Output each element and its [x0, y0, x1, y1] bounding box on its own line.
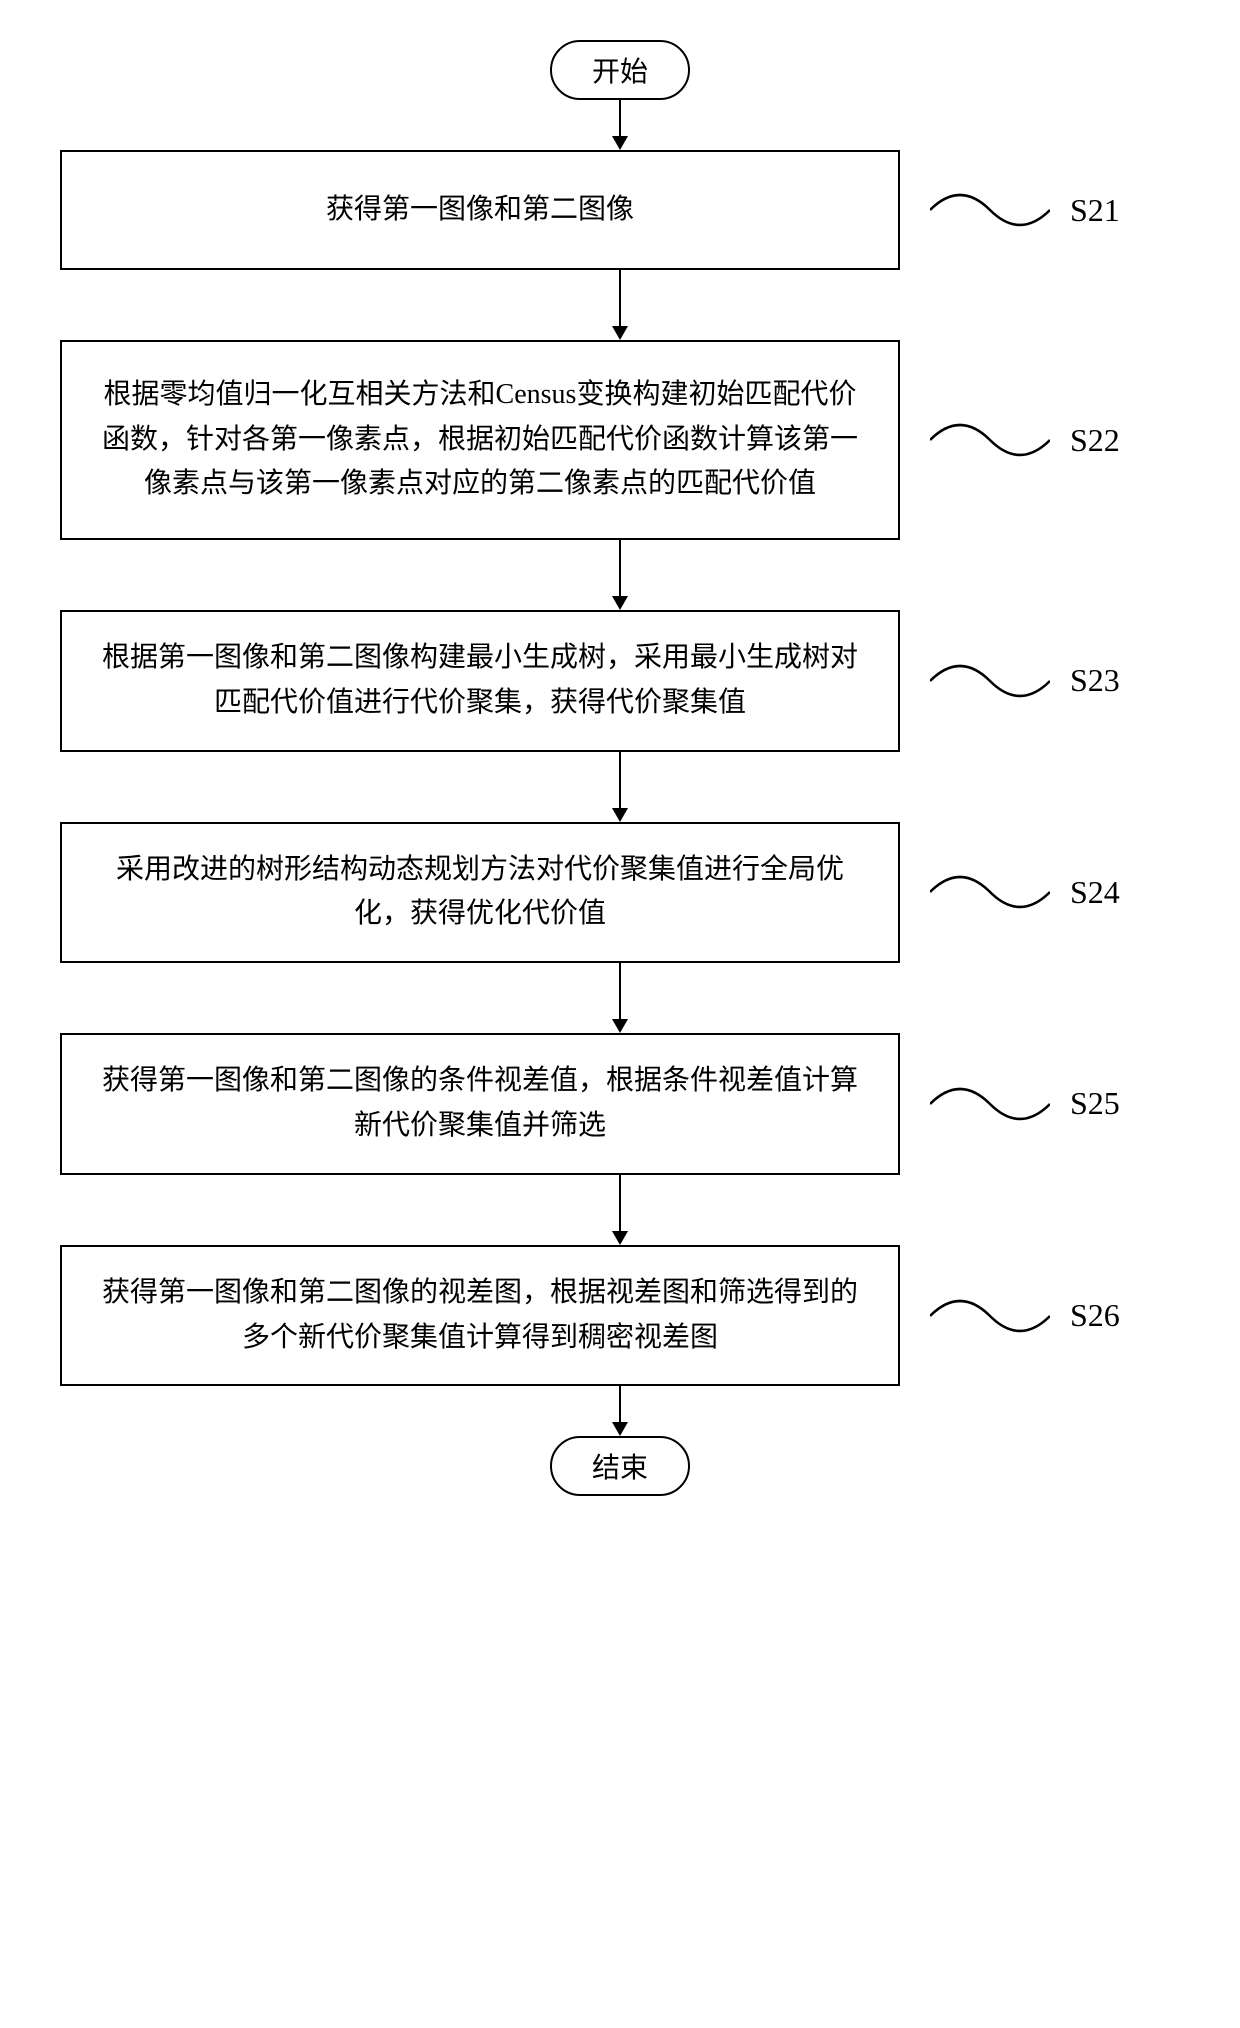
arrow [200, 270, 1040, 340]
label-group: S21 [930, 185, 1120, 235]
label-group: S26 [930, 1291, 1120, 1341]
arrow [200, 752, 1040, 822]
step-row: 获得第一图像和第二图像的条件视差值，根据条件视差值计算新代价聚集值并筛选 S25 [60, 1033, 1180, 1175]
arrow-down-icon [605, 1175, 635, 1245]
wave-connector-icon [930, 867, 1050, 917]
process-box-s23: 根据第一图像和第二图像构建最小生成树，采用最小生成树对匹配代价值进行代价聚集，获… [60, 610, 900, 752]
step-id-label: S23 [1070, 662, 1120, 699]
start-terminal: 开始 [550, 40, 690, 100]
flowchart-container: 开始 获得第一图像和第二图像 S21 根据零均值归一化互相关方法和Census变… [60, 40, 1180, 1496]
arrow-down-icon [605, 100, 635, 150]
arrow-down-icon [605, 1386, 635, 1436]
arrow [200, 100, 1040, 150]
process-box-s24: 采用改进的树形结构动态规划方法对代价聚集值进行全局优化，获得优化代价值 [60, 822, 900, 964]
arrow-down-icon [605, 540, 635, 610]
wave-connector-icon [930, 185, 1050, 235]
process-box-s21: 获得第一图像和第二图像 [60, 150, 900, 270]
label-group: S22 [930, 415, 1120, 465]
wave-connector-icon [930, 415, 1050, 465]
wave-connector-icon [930, 1079, 1050, 1129]
process-text: 根据零均值归一化互相关方法和Census变换构建初始匹配代价函数，针对各第一像素… [92, 373, 868, 507]
step-row: 采用改进的树形结构动态规划方法对代价聚集值进行全局优化，获得优化代价值 S24 [60, 822, 1180, 964]
step-id-label: S22 [1070, 422, 1120, 459]
arrow-down-icon [605, 963, 635, 1033]
arrow-down-icon [605, 752, 635, 822]
end-terminal: 结束 [550, 1436, 690, 1496]
step-id-label: S26 [1070, 1297, 1120, 1334]
process-text: 获得第一图像和第二图像 [326, 188, 634, 233]
process-text: 获得第一图像和第二图像的条件视差值，根据条件视差值计算新代价聚集值并筛选 [92, 1059, 868, 1149]
end-label: 结束 [592, 1453, 648, 1484]
arrow [200, 963, 1040, 1033]
process-box-s22: 根据零均值归一化互相关方法和Census变换构建初始匹配代价函数，针对各第一像素… [60, 340, 900, 540]
step-row: 根据第一图像和第二图像构建最小生成树，采用最小生成树对匹配代价值进行代价聚集，获… [60, 610, 1180, 752]
step-id-label: S25 [1070, 1085, 1120, 1122]
label-group: S23 [930, 656, 1120, 706]
arrow [200, 540, 1040, 610]
process-text: 采用改进的树形结构动态规划方法对代价聚集值进行全局优化，获得优化代价值 [92, 848, 868, 938]
wave-connector-icon [930, 1291, 1050, 1341]
step-row: 获得第一图像和第二图像的视差图，根据视差图和筛选得到的多个新代价聚集值计算得到稠… [60, 1245, 1180, 1387]
step-id-label: S21 [1070, 192, 1120, 229]
step-id-label: S24 [1070, 874, 1120, 911]
start-label: 开始 [592, 57, 648, 88]
wave-connector-icon [930, 656, 1050, 706]
arrow [200, 1175, 1040, 1245]
process-box-s26: 获得第一图像和第二图像的视差图，根据视差图和筛选得到的多个新代价聚集值计算得到稠… [60, 1245, 900, 1387]
step-row: 获得第一图像和第二图像 S21 [60, 150, 1180, 270]
step-row: 根据零均值归一化互相关方法和Census变换构建初始匹配代价函数，针对各第一像素… [60, 340, 1180, 540]
arrow [200, 1386, 1040, 1436]
process-text: 根据第一图像和第二图像构建最小生成树，采用最小生成树对匹配代价值进行代价聚集，获… [92, 636, 868, 726]
process-box-s25: 获得第一图像和第二图像的条件视差值，根据条件视差值计算新代价聚集值并筛选 [60, 1033, 900, 1175]
label-group: S24 [930, 867, 1120, 917]
arrow-down-icon [605, 270, 635, 340]
process-text: 获得第一图像和第二图像的视差图，根据视差图和筛选得到的多个新代价聚集值计算得到稠… [92, 1271, 868, 1361]
label-group: S25 [930, 1079, 1120, 1129]
